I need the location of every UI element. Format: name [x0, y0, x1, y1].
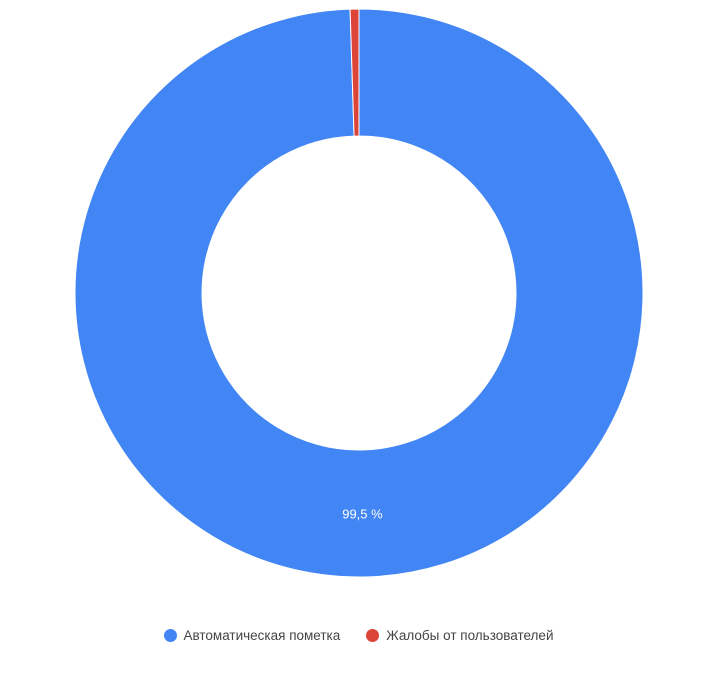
data-label-0: 99,5 %: [342, 506, 383, 521]
legend-item-complaints[interactable]: Жалобы от пользователей: [366, 628, 554, 643]
legend-label: Автоматическая пометка: [183, 628, 341, 643]
legend-label: Жалобы от пользователей: [386, 628, 554, 643]
legend-swatch-blue: [163, 629, 177, 642]
slice-0[interactable]: [74, 8, 644, 578]
legend: Автоматическая пометка Жалобы от пользов…: [0, 628, 717, 643]
legend-swatch-red: [366, 629, 380, 642]
slice-1[interactable]: [349, 8, 360, 137]
legend-item-auto[interactable]: Автоматическая пометка: [163, 628, 341, 643]
donut-chart: 99,5 %: [74, 8, 644, 578]
